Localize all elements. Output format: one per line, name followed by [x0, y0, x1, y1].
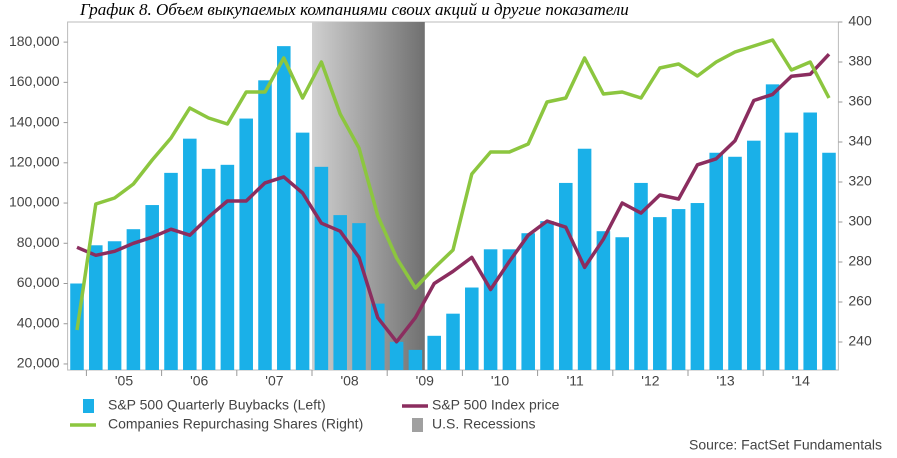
y2-tick-label: 400: [848, 13, 872, 29]
bar: [540, 221, 554, 370]
bar: [201, 168, 216, 370]
bar: [559, 182, 573, 370]
line: [76, 53, 831, 344]
y-tick-label: 120,000: [9, 154, 60, 170]
bar: [258, 80, 272, 370]
bar: [427, 335, 441, 370]
bar: [164, 172, 178, 370]
bar: [220, 164, 235, 370]
bar: [822, 152, 836, 370]
bar: [747, 140, 761, 370]
bar: [295, 132, 310, 370]
bar: [803, 112, 817, 370]
bar: [89, 245, 103, 370]
bar: [690, 203, 705, 370]
bar: [765, 84, 780, 370]
bar: [389, 341, 404, 370]
bar: [465, 287, 479, 370]
bar: [671, 209, 686, 370]
x-tick-label: '13: [716, 373, 734, 389]
bar: [352, 223, 366, 370]
y2-tick-label: 260: [848, 293, 872, 309]
y-tick-label: 180,000: [9, 33, 60, 49]
bar: [577, 148, 592, 370]
bar: [709, 152, 723, 370]
bar: [446, 313, 460, 370]
x-tick-label: '10: [491, 373, 509, 389]
x-tick-label: '11: [567, 373, 584, 389]
line: [75, 38, 831, 331]
bar: [615, 237, 629, 370]
chart-title: График 8. Объем выкупаемых компаниями св…: [79, 0, 629, 19]
legend-label: S&P 500 Quarterly Buybacks (Left): [108, 397, 326, 413]
bar: [784, 132, 799, 370]
x-tick-label: '07: [265, 373, 283, 389]
bar: [634, 182, 648, 370]
x-tick-label: '12: [641, 373, 659, 389]
bar: [183, 138, 197, 370]
y2-tick-label: 320: [848, 173, 872, 189]
bar: [596, 231, 611, 370]
x-tick-label: '08: [340, 373, 358, 389]
y2-tick-label: 240: [848, 333, 872, 349]
y-tick-label: 80,000: [17, 234, 60, 250]
bar: [483, 249, 498, 370]
y-tick-label: 60,000: [17, 274, 60, 290]
legend-label: U.S. Recessions: [432, 416, 535, 432]
y-tick-label: 140,000: [9, 113, 60, 129]
legend-label: S&P 500 Index price: [432, 397, 560, 413]
y2-tick-label: 380: [848, 53, 872, 69]
bar: [502, 249, 517, 370]
bar: [107, 241, 122, 370]
y2-tick-label: 360: [848, 93, 872, 109]
bar: [277, 46, 291, 370]
bar: [145, 205, 159, 370]
y2-tick-label: 340: [848, 133, 872, 149]
y2-tick-label: 280: [848, 253, 872, 269]
x-tick-label: '06: [190, 373, 208, 389]
y-tick-label: 20,000: [17, 355, 60, 371]
bar: [521, 233, 535, 370]
y-tick-label: 100,000: [9, 194, 60, 210]
bar: [728, 156, 742, 370]
x-tick-label: '09: [416, 373, 434, 389]
bar: [653, 217, 667, 370]
x-tick-label: '14: [792, 373, 810, 389]
x-tick-label: '05: [115, 373, 133, 389]
bar: [239, 118, 253, 370]
bar: [314, 166, 329, 370]
legend-label: Companies Repurchasing Shares (Right): [108, 416, 363, 432]
bar: [126, 229, 141, 370]
bar: [408, 349, 423, 370]
bar: [333, 215, 347, 370]
legend-swatch: [83, 399, 94, 413]
recession-band: [312, 22, 425, 370]
source: Source: FactSet Fundamentals: [689, 437, 882, 453]
y2-tick-label: 300: [848, 213, 872, 229]
legend-swatch: [412, 418, 423, 432]
y-tick-label: 160,000: [9, 73, 60, 89]
y-tick-label: 40,000: [17, 314, 60, 330]
